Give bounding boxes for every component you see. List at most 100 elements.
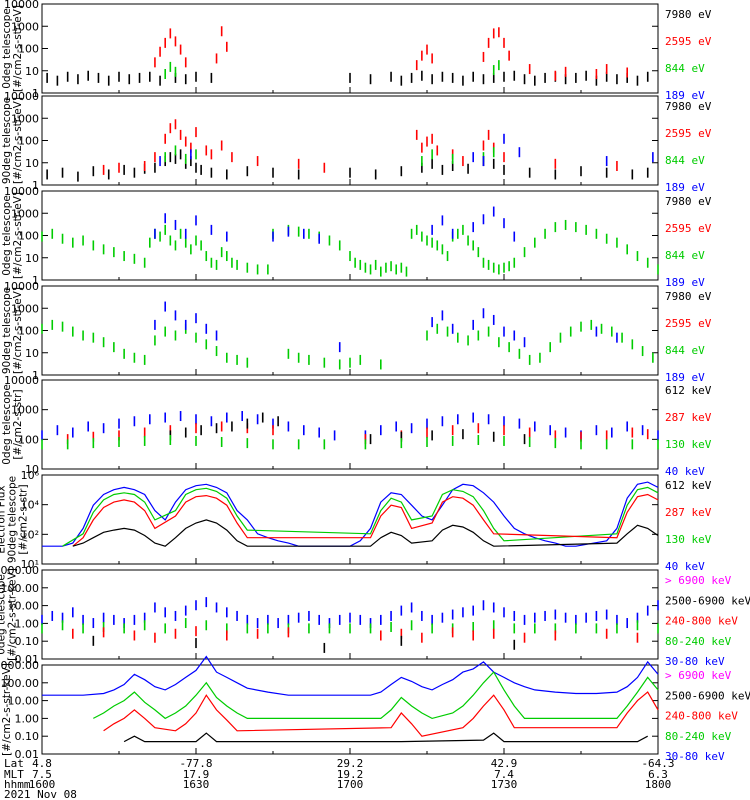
legend-entry: 2595 eV — [665, 317, 712, 330]
y-tick-label: 100.00 — [1, 582, 40, 595]
y-axis-label-line: Proton Flux — [0, 301, 2, 360]
date-label: 2021 Nov 08 — [4, 788, 77, 800]
y-axis-label-line: Electron Flux — [0, 106, 2, 174]
y-axis-label-line: 90deg telescope — [7, 476, 19, 563]
legend-entry: 844 eV — [665, 344, 705, 357]
legend-entry: 287 keV — [665, 506, 712, 519]
y-tick-label: 10000 — [4, 185, 39, 198]
legend-entry: 612 keV — [665, 384, 712, 397]
legend-entry: 7980 eV — [665, 195, 712, 208]
y-axis-label-line: [#/cm2-s-str-keV] — [1, 663, 13, 756]
legend-entry: 2500-6900 keV — [665, 594, 750, 607]
y-tick-label: 0.10 — [15, 635, 40, 648]
y-tick-label: 1 — [32, 274, 39, 287]
y-tick-label: 1.00 — [15, 617, 40, 630]
y-axis-label: [#/cm2-s-str-keV] — [1, 663, 13, 756]
y-tick-label: 0.01 — [15, 748, 40, 761]
y-tick-label: 10000 — [4, 280, 39, 293]
x-tick-label: 29.2 — [337, 757, 364, 770]
y-axis-label-line: [#/cm2-s-str-keV] — [7, 568, 19, 661]
series-line — [72, 493, 659, 547]
y-tick-label: 1000 — [11, 207, 39, 220]
y-tick-label: 1.00 — [15, 712, 40, 725]
y-tick-label: 10000 — [4, 0, 39, 11]
y-axis-label: 0deg telescope[#/cm2-s-str-keV] — [0, 568, 19, 661]
y-tick-label: 1000 — [11, 404, 39, 417]
legend-entry: 189 eV — [665, 89, 705, 102]
panel-frame — [41, 190, 659, 281]
legend-entry: 80-240 keV — [665, 635, 732, 648]
y-axis-label: Electron Flux0deg telescope[#/cm2-s-str] — [0, 384, 24, 465]
x-tick-label: -77.8 — [179, 757, 212, 770]
legend-entry: 7980 eV — [665, 8, 712, 21]
x-tick-label: 1600 — [29, 778, 56, 791]
legend-entry: 2500-6900 keV — [665, 689, 750, 702]
y-tick-label: 10000 — [4, 374, 39, 387]
series-line — [62, 486, 659, 547]
y-axis-label-line: 0deg telescope — [1, 384, 13, 465]
panel-8: 0.01 0.10 1.00 10.00 100.00 1000.00[#/cm2-s-s… — [0, 655, 750, 763]
y-tick-label: 100 — [18, 135, 39, 148]
legend-entry: 189 eV — [665, 371, 705, 384]
legend-entry: 240-800 keV — [665, 615, 738, 628]
legend-entry: 40 keV — [665, 560, 705, 573]
y-axis-label-line: [#/cm2-s-str-eV] — [12, 97, 24, 184]
legend-entry: > 6900 keV — [665, 669, 732, 682]
legend-entry: 130 keV — [665, 533, 712, 546]
x-row-label: hhmm — [4, 778, 31, 791]
legend-entry: 287 keV — [665, 411, 712, 424]
y-tick-label: 0.10 — [15, 730, 40, 743]
y-tick-label: 10.00 — [8, 695, 40, 708]
legend-entry: > 6900 keV — [665, 574, 732, 587]
y-tick-label: 10 — [25, 65, 39, 78]
series-line — [42, 655, 659, 696]
y-axis-label-line: [#/cm2-s-str-eV] — [12, 192, 24, 279]
y-tick-label: 100 — [18, 43, 39, 56]
legend-entry: 189 eV — [665, 181, 705, 194]
legend-entry: 844 eV — [665, 62, 705, 75]
y-axis-label-line: 0deg telescope — [1, 195, 13, 276]
y-axis-label-line: Electron Flux — [0, 14, 2, 82]
y-axis-label-line: [#/cm2-s-str] — [18, 484, 30, 554]
y-axis-label-line: 0deg telescope — [1, 8, 13, 89]
series-line — [72, 519, 659, 547]
y-axis-label-line: 90deg telescope — [1, 97, 13, 184]
y-tick-label: 1 — [32, 369, 39, 382]
x-tick-label: 1630 — [183, 778, 210, 791]
x-tick-label: 1800 — [645, 778, 672, 791]
y-tick-label: 10000 — [4, 90, 39, 103]
legend-entry: 2595 eV — [665, 35, 712, 48]
y-tick-label: 10² — [21, 528, 39, 541]
y-axis-label-line: 90deg telescope — [1, 287, 13, 374]
y-tick-label: 10 — [25, 347, 39, 360]
y-tick-label: 1000.00 — [0, 659, 39, 672]
y-axis-label-line: [#/cm2-s-str] — [12, 389, 24, 459]
y-axis-label: Proton Flux90deg telescope[#/cm2-s-str-e… — [0, 287, 24, 374]
y-tick-label: 1 — [32, 179, 39, 192]
x-tick-label: 7.5 — [32, 768, 52, 781]
y-axis-label-line: 0deg telescope — [0, 574, 8, 655]
series-line — [93, 671, 659, 720]
y-tick-label: 10 — [25, 463, 39, 476]
legend-entry: 40 keV — [665, 465, 705, 478]
legend-entry: 844 eV — [665, 154, 705, 167]
y-tick-label: 1000 — [11, 20, 39, 33]
x-tick-label: 17.9 — [183, 768, 210, 781]
x-tick-label: 6.3 — [648, 768, 668, 781]
legend-entry: 2595 eV — [665, 222, 712, 235]
x-tick-label: 1730 — [491, 778, 518, 791]
y-tick-label: 100 — [18, 325, 39, 338]
y-axis-label-line: [#/cm2-s-str-eV] — [12, 287, 24, 374]
y-axis-label: Electron Flux90deg telescope[#/cm2-s-str… — [0, 97, 24, 184]
legend-entry: 189 eV — [665, 276, 705, 289]
y-tick-label: 0.01 — [15, 653, 40, 666]
y-tick-label: 10 — [25, 252, 39, 265]
y-axis-label: Proton Flux0deg telescope[#/cm2-s-str-eV… — [0, 192, 24, 279]
y-tick-label: 100.00 — [1, 677, 40, 690]
